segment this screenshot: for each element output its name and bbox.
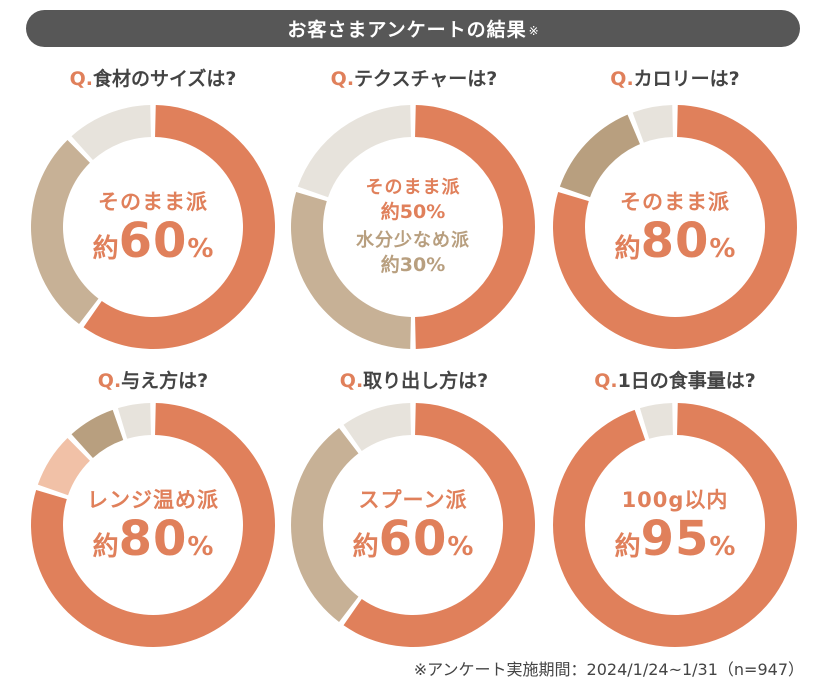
center-label-secondary: 水分少なめ派 bbox=[356, 230, 470, 251]
question-label-serving: Q.与え方は? bbox=[23, 366, 283, 394]
donut-chart-daily-amount: 100g以内 約95% bbox=[550, 400, 800, 650]
donut-chart-scooping: スプーン派 約60% bbox=[288, 400, 538, 650]
value-number: 60 bbox=[118, 212, 188, 269]
donut-svg bbox=[290, 105, 535, 349]
donut-center: スプーン派 約60% bbox=[288, 400, 538, 650]
value-text-secondary: 約30% bbox=[380, 254, 446, 276]
value-prefix: 約 bbox=[352, 531, 379, 562]
donut-svg bbox=[553, 105, 797, 349]
value-prefix: 約 bbox=[92, 531, 119, 562]
donut-slice-1 bbox=[415, 105, 535, 349]
value-number: 80 bbox=[118, 510, 188, 567]
donut-svg bbox=[291, 403, 535, 647]
question-label-texture: Q.テクスチャーは? bbox=[284, 64, 544, 92]
question-prefix: Q. bbox=[69, 68, 93, 90]
center-value: 約95% bbox=[615, 514, 736, 564]
center-label: そのまま派 bbox=[365, 177, 461, 198]
donut-slice-2 bbox=[291, 427, 359, 623]
donut-slice-3 bbox=[71, 409, 124, 459]
question-label-scooping: Q.取り出し方は? bbox=[284, 366, 544, 394]
question-text: 取り出し方は? bbox=[363, 370, 489, 392]
donut-chart-size: そのまま派 約60% bbox=[28, 102, 278, 352]
value-percent: % bbox=[709, 531, 736, 562]
center-value: 約80% bbox=[93, 514, 214, 564]
question-prefix: Q. bbox=[594, 370, 618, 392]
donut-slice-1 bbox=[343, 403, 535, 647]
donut-slice-2 bbox=[559, 114, 640, 198]
donut-svg bbox=[553, 403, 797, 647]
question-label-size: Q.食材のサイズは? bbox=[23, 64, 283, 92]
question-label-calorie: Q.カロリーは? bbox=[545, 64, 805, 92]
value-percent: % bbox=[187, 531, 214, 562]
donut-slice-2 bbox=[290, 191, 411, 349]
value-text: 約50% bbox=[380, 201, 446, 223]
donut-chart-serving: レンジ温め派 約80% bbox=[28, 400, 278, 650]
donut-slice-2 bbox=[31, 139, 99, 325]
value-percent: % bbox=[187, 233, 214, 264]
donut-center: 100g以内 約95% bbox=[550, 400, 800, 650]
donut-center: そのまま派 約50% 水分少なめ派 約30% bbox=[288, 102, 538, 352]
value-prefix: 約 bbox=[614, 233, 641, 264]
donut-slice-3 bbox=[632, 105, 673, 143]
value-number: 95 bbox=[640, 510, 710, 567]
question-prefix: Q. bbox=[330, 68, 355, 90]
donut-slice-3 bbox=[343, 403, 411, 452]
center-value: 約50% bbox=[381, 200, 445, 225]
donut-center: そのまま派 約80% bbox=[550, 102, 800, 352]
center-label: スプーン派 bbox=[358, 487, 468, 512]
banner-mark: ※ bbox=[528, 23, 539, 38]
question-text: 1日の食事量は? bbox=[617, 370, 756, 392]
question-text: カロリーは? bbox=[633, 68, 740, 90]
question-prefix: Q. bbox=[610, 68, 634, 90]
value-number: 80 bbox=[640, 212, 710, 269]
question-text: 食材のサイズは? bbox=[92, 68, 237, 90]
donut-slice-2 bbox=[37, 437, 90, 496]
donut-svg bbox=[31, 403, 275, 647]
donut-svg bbox=[31, 105, 275, 349]
donut-slice-2 bbox=[639, 403, 673, 439]
center-label: 100g以内 bbox=[621, 487, 729, 512]
donut-slice-3 bbox=[71, 105, 151, 161]
question-text: 与え方は? bbox=[121, 370, 209, 392]
center-value: 約80% bbox=[615, 216, 736, 266]
value-percent: % bbox=[447, 531, 474, 562]
donut-center: そのまま派 約60% bbox=[28, 102, 278, 352]
center-label: そのまま派 bbox=[620, 189, 730, 214]
center-value-secondary: 約30% bbox=[381, 253, 445, 278]
center-label: そのまま派 bbox=[98, 189, 208, 214]
center-label: レンジ温め派 bbox=[87, 487, 219, 512]
survey-banner: お客さまアンケートの結果 ※ bbox=[26, 10, 800, 47]
value-prefix: 約 bbox=[92, 233, 119, 264]
donut-chart-texture: そのまま派 約50% 水分少なめ派 約30% bbox=[288, 102, 538, 352]
donut-center: レンジ温め派 約80% bbox=[28, 400, 278, 650]
question-prefix: Q. bbox=[97, 370, 122, 392]
center-value: 約60% bbox=[93, 216, 214, 266]
question-text: テクスチャーは? bbox=[354, 68, 498, 90]
value-percent: % bbox=[709, 233, 736, 264]
question-prefix: Q. bbox=[339, 370, 364, 392]
banner-title: お客さまアンケートの結果 bbox=[287, 19, 527, 41]
value-prefix: 約 bbox=[614, 531, 641, 562]
donut-slice-4 bbox=[117, 403, 151, 439]
value-number: 60 bbox=[378, 510, 448, 567]
donut-slice-3 bbox=[297, 105, 411, 198]
survey-footnote: ※アンケート実施期間：2024/1/24~1/31（n=947） bbox=[413, 660, 804, 679]
center-value: 約60% bbox=[353, 514, 474, 564]
question-label-daily-amount: Q.1日の食事量は? bbox=[545, 366, 805, 394]
donut-chart-calorie: そのまま派 約80% bbox=[550, 102, 800, 352]
donut-slice-1 bbox=[83, 105, 275, 349]
